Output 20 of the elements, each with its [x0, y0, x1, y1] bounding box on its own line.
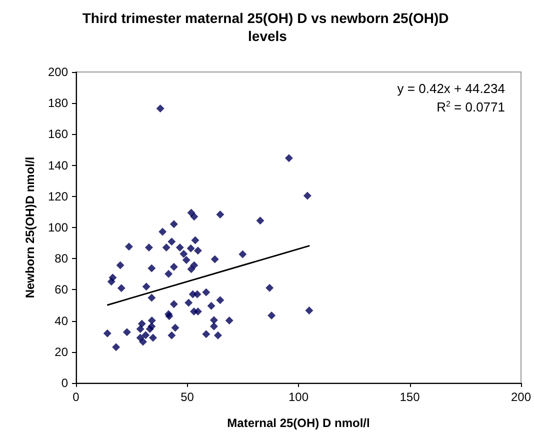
y-tick-label: 140	[48, 158, 68, 172]
x-tick-label: 200	[510, 390, 532, 404]
y-tick-label: 180	[48, 96, 68, 110]
y-axis-title: Newborn 25(OH)D nmol/l	[23, 156, 37, 298]
y-tick-label: 200	[48, 65, 68, 79]
y-tick-label: 40	[54, 314, 68, 328]
x-tick-label: 150	[400, 390, 420, 404]
annotation: y = 0.42x + 44.234	[397, 81, 506, 96]
y-tick-label: 100	[48, 220, 68, 234]
y-tick-label: 120	[48, 189, 68, 204]
y-tick-label: 0	[61, 376, 68, 390]
x-tick-label: 100	[288, 390, 309, 404]
x-tick-label: 0	[72, 390, 80, 404]
y-tick-label: 20	[54, 344, 68, 359]
chart-title: Third trimester maternal 25(OH) D vs newborn 25(OH)D levels	[82, 10, 453, 44]
x-axis-title: Maternal 25(OH) D nmol/l	[227, 416, 370, 430]
y-tick-label: 160	[48, 127, 68, 142]
y-tick-label: 80	[54, 252, 68, 266]
y-tick-label: 60	[54, 282, 68, 297]
x-tick-label: 50	[180, 390, 194, 404]
